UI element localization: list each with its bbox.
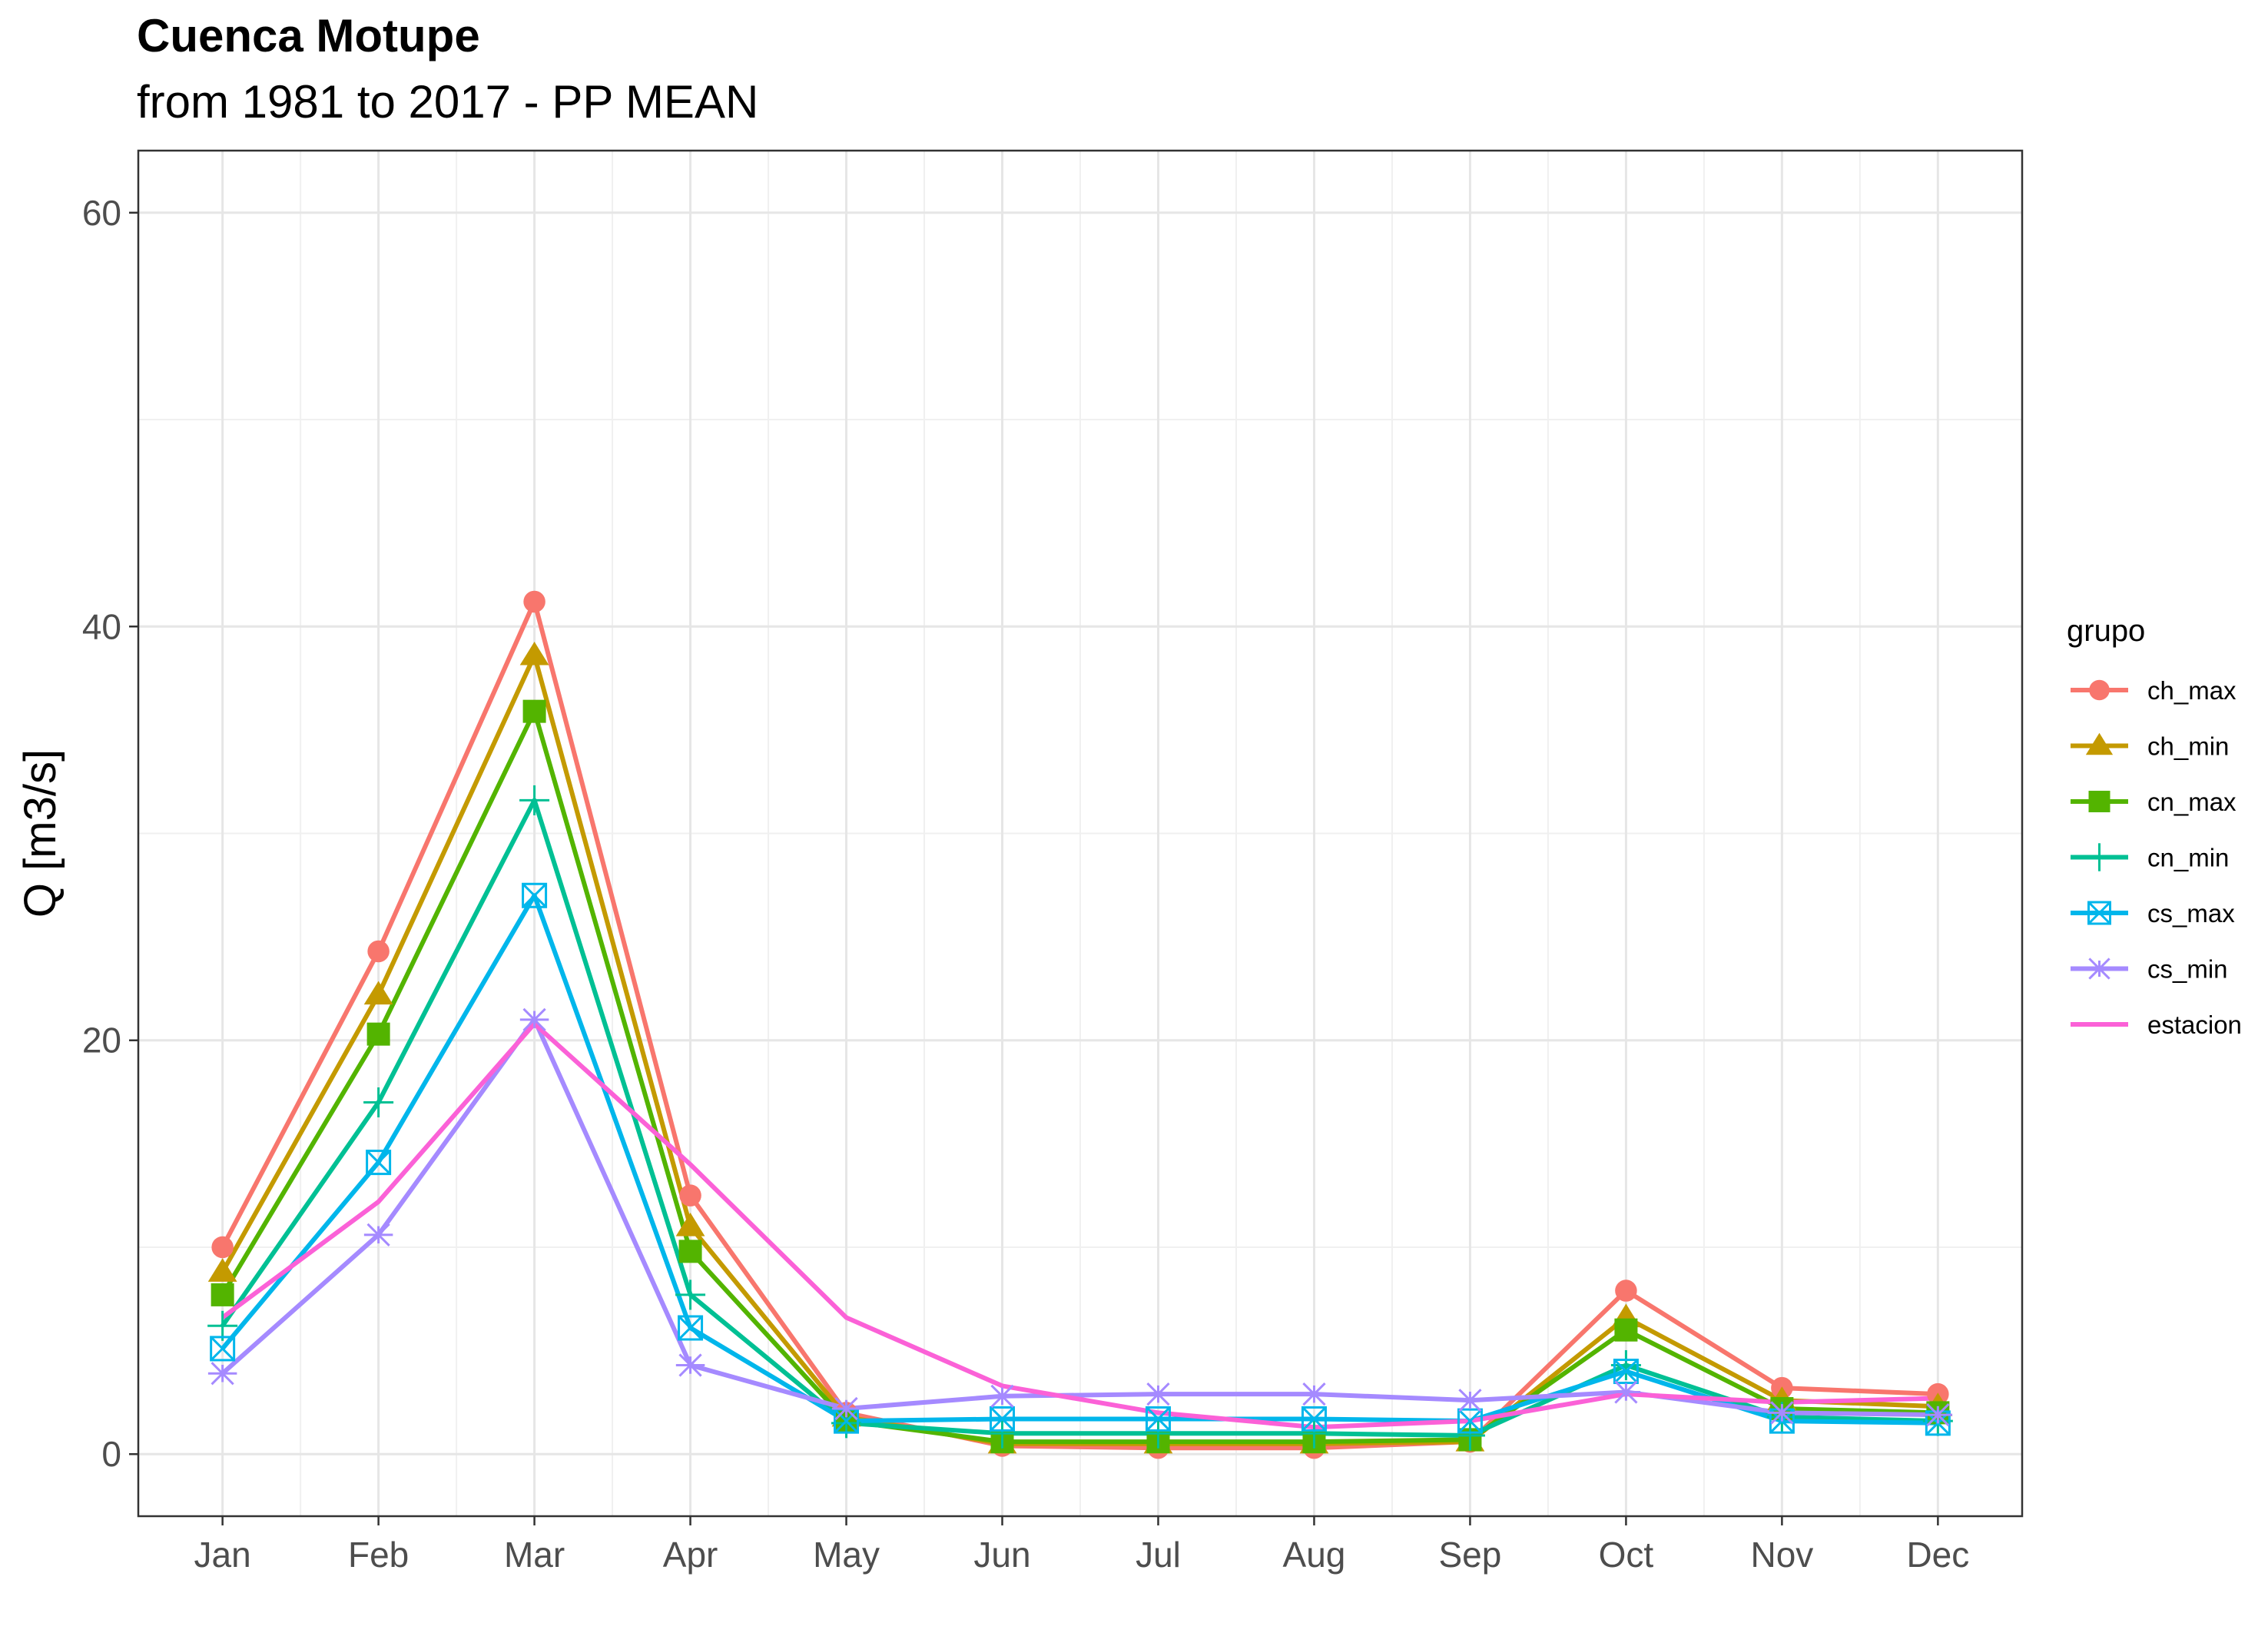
y-tick-label: 20 xyxy=(82,1021,121,1060)
point-cn_min xyxy=(987,1418,1018,1449)
x-tick-label: Nov xyxy=(1750,1535,1813,1575)
y-axis-title: Q [m3/s] xyxy=(15,749,65,918)
axes: 0 20 40 60 Jan Feb Mar Apr May Jun Jul Aug Sep Oct Nov… xyxy=(82,193,1969,1575)
legend-label: ch_max xyxy=(2147,676,2236,705)
point-cn_min xyxy=(207,1310,238,1341)
legend-item-cn_max: cn_max xyxy=(2071,788,2236,816)
point-cs_min xyxy=(1923,1402,1953,1427)
y-tick-label: 40 xyxy=(82,606,121,646)
y-tick-label: 0 xyxy=(101,1434,121,1474)
x-tick-label: Apr xyxy=(663,1535,718,1575)
point-cn_min xyxy=(519,785,550,815)
point-cs_max xyxy=(522,882,548,908)
x-tick-label: May xyxy=(813,1535,880,1575)
point-ch_max xyxy=(211,1236,234,1259)
point-ch_max xyxy=(1615,1280,1637,1302)
point-cs_max xyxy=(1145,1406,1171,1432)
series-line-estacion xyxy=(220,1021,1938,1430)
point-ch_max xyxy=(679,1184,701,1206)
x-tick-label: Sep xyxy=(1439,1535,1502,1575)
point-cs_min xyxy=(831,1396,861,1421)
point-cs_max xyxy=(990,1406,1016,1432)
point-cn_max xyxy=(1614,1318,1638,1342)
x-tick-label: Aug xyxy=(1283,1535,1346,1575)
legend-key-marker xyxy=(2089,679,2110,701)
point-cs_min xyxy=(987,1384,1017,1408)
legend-label: ch_min xyxy=(2147,732,2229,761)
point-cn_min xyxy=(1454,1420,1485,1451)
point-ch_max xyxy=(523,590,545,613)
point-cs_min xyxy=(1299,1382,1329,1406)
point-cs_min xyxy=(207,1362,237,1386)
legend-item-ch_min: ch_min xyxy=(2071,732,2229,761)
legend-item-cn_min: cn_min xyxy=(2071,843,2229,872)
point-cs_max xyxy=(366,1150,392,1176)
x-tick-label: Feb xyxy=(348,1535,409,1575)
legend-key-marker xyxy=(2088,791,2110,812)
legend-item-cs_max: cs_max xyxy=(2071,899,2235,928)
point-cs_min xyxy=(1455,1389,1485,1412)
series-line-cn_max xyxy=(220,709,1938,1445)
legend-key-marker xyxy=(2086,958,2113,980)
series-line-cn_min xyxy=(220,798,1938,1438)
point-cs_max xyxy=(1613,1359,1639,1385)
point-cn_max xyxy=(366,1022,390,1046)
point-cn_min xyxy=(363,1087,394,1118)
legend-label: cs_max xyxy=(2147,899,2235,928)
point-cn_max xyxy=(678,1240,702,1263)
point-cs_min xyxy=(1143,1382,1173,1406)
point-cs_min xyxy=(1611,1380,1641,1404)
point-cs_min xyxy=(519,1007,549,1031)
point-cs_min xyxy=(675,1353,705,1377)
legend-title: grupo xyxy=(2067,614,2145,648)
legend-key-marker xyxy=(2087,901,2111,925)
legend-item-cs_min: cs_min xyxy=(2071,955,2228,984)
point-ch_min xyxy=(519,641,549,665)
point-ch_min xyxy=(363,981,393,1005)
series-line-ch_max xyxy=(220,599,1938,1451)
chart-title: Cuenca Motupe xyxy=(137,10,480,61)
chart-subtitle: from 1981 to 2017 - PP MEAN xyxy=(137,76,759,128)
series-lines xyxy=(220,599,1938,1451)
point-cs_max xyxy=(1457,1408,1483,1434)
point-cn_min xyxy=(1142,1418,1173,1449)
plot-panel-border xyxy=(137,149,2024,1518)
x-tick-label: Mar xyxy=(504,1535,565,1575)
legend-key-marker xyxy=(2085,843,2114,871)
legend-label: cn_min xyxy=(2147,844,2229,872)
x-tick-label: Jun xyxy=(973,1535,1030,1575)
point-cn_min xyxy=(675,1280,706,1310)
x-tick-label: Jan xyxy=(194,1535,251,1575)
point-cn_min xyxy=(1610,1349,1641,1380)
point-cs_max xyxy=(678,1315,704,1341)
series-markers xyxy=(207,590,1953,1459)
point-ch_min xyxy=(207,1258,237,1282)
legend-label: cn_max xyxy=(2147,788,2236,816)
grid-lines xyxy=(138,151,2022,1516)
legend-item-estacion: estacion xyxy=(2071,1011,2242,1039)
legend: grupo ch_max ch_min cn_max cn_min cs_max cs_m… xyxy=(2067,614,2242,1039)
point-cn_min xyxy=(1298,1418,1329,1449)
x-tick-label: Dec xyxy=(1906,1535,1969,1575)
series-line-cs_max xyxy=(220,893,1938,1426)
legend-label: estacion xyxy=(2147,1011,2242,1039)
legend-item-ch_max: ch_max xyxy=(2071,676,2236,705)
legend-key-marker xyxy=(2085,732,2114,755)
point-ch_min xyxy=(675,1213,705,1236)
legend-label: cs_min xyxy=(2147,955,2228,984)
x-tick-label: Jul xyxy=(1136,1535,1181,1575)
point-cs_max xyxy=(834,1408,860,1434)
point-cn_max xyxy=(522,699,546,723)
point-cs_min xyxy=(1767,1401,1797,1425)
point-ch_max xyxy=(367,940,390,963)
point-cs_min xyxy=(363,1223,393,1246)
point-cs_max xyxy=(1301,1406,1327,1432)
x-tick-label: Oct xyxy=(1599,1535,1654,1575)
y-tick-label: 60 xyxy=(82,193,121,233)
point-cs_max xyxy=(210,1336,236,1362)
point-cn_max xyxy=(211,1283,234,1306)
